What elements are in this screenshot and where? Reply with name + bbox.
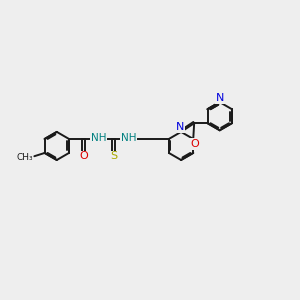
Text: CH₃: CH₃ bbox=[16, 153, 33, 162]
Text: O: O bbox=[79, 152, 88, 161]
Text: O: O bbox=[190, 139, 199, 149]
Text: N: N bbox=[176, 122, 184, 132]
Text: N: N bbox=[215, 93, 224, 103]
Text: NH: NH bbox=[121, 133, 136, 143]
Text: NH: NH bbox=[91, 133, 106, 143]
Text: S: S bbox=[110, 152, 117, 161]
